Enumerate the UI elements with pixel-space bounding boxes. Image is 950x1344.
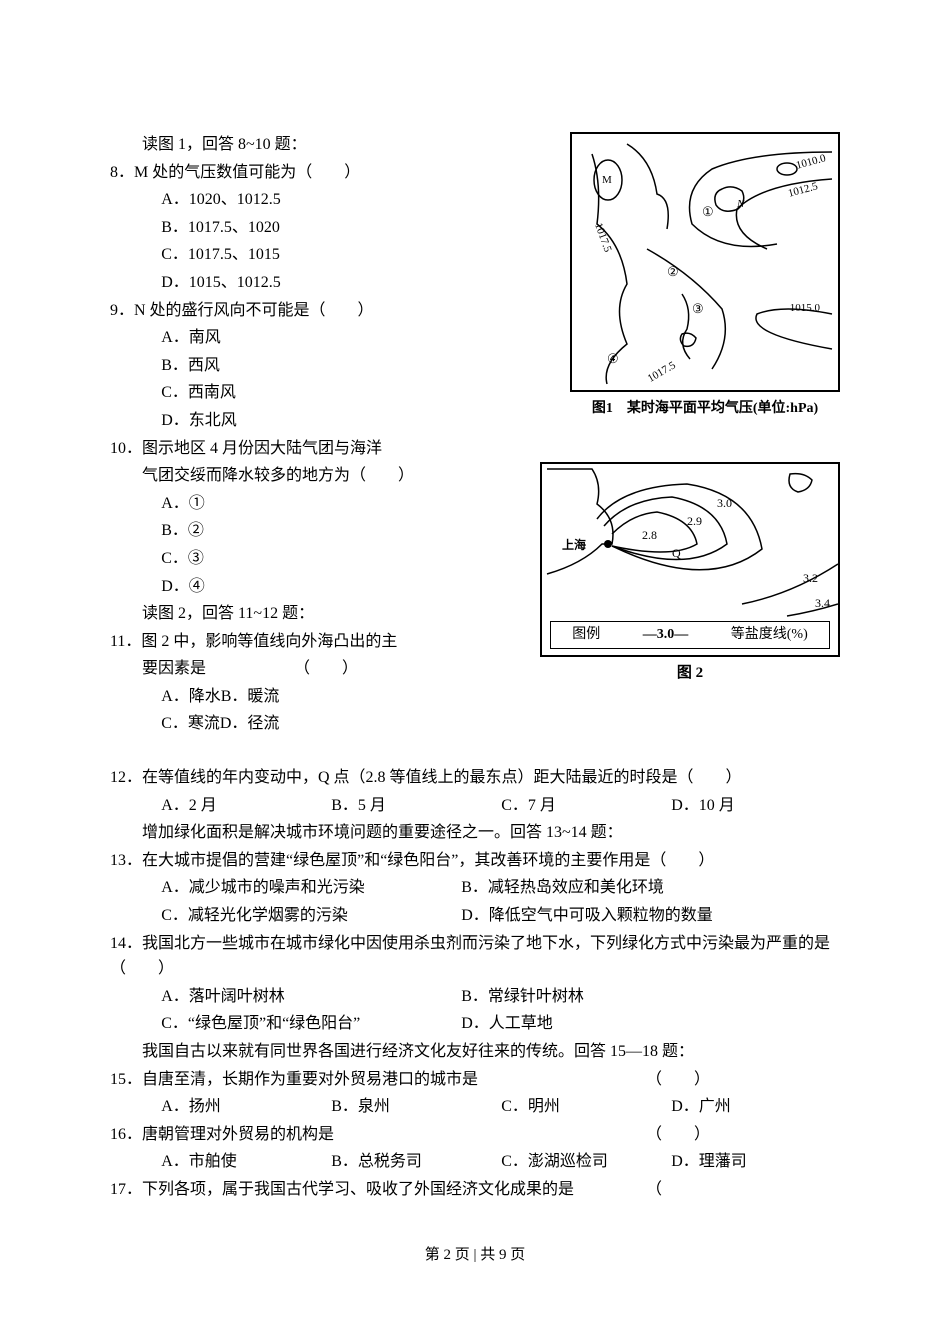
fig1-m-label: M: [602, 172, 612, 190]
q13-row1: A．减少城市的噪声和光污染B．减轻热岛效应和美化环境: [110, 875, 840, 901]
q16-stem: 16．唐朝管理对外贸易的机构是 （ ）: [110, 1122, 840, 1148]
intro-13-14: 增加绿化面积是解决城市环境问题的重要途径之一。回答 13~14 题：: [110, 820, 840, 846]
q16-opt-a: A．市舶使: [161, 1149, 331, 1175]
fig2-c32: 3.2: [803, 569, 818, 588]
fig2-q: Q: [672, 544, 681, 563]
q15-opts: A．扬州B．泉州C．明州D．广州: [110, 1094, 840, 1120]
q12-opt-d: D．10 月: [671, 797, 735, 814]
fig2-city: 上海: [562, 536, 586, 555]
q15-opt-d: D．广州: [671, 1098, 731, 1115]
page-content: M N 1010.0 1012.5 1017.5 1015.0 1017.5 ①…: [110, 132, 840, 1267]
q12-opt-c: C．7 月: [501, 793, 671, 819]
q13-opt-b: B．减轻热岛效应和美化环境: [461, 879, 664, 896]
fig2-c28: 2.8: [642, 526, 657, 545]
figure-1-caption: 图1 某时海平面平均气压(单位:hPa): [570, 398, 840, 420]
q14-row2: C．“绿色屋顶”和“绿色阳台”D．人工草地: [110, 1011, 840, 1037]
q13-stem: 13．在大城市提倡的营建“绿色屋顶”和“绿色阳台”，其改善环境的主要作用是（ ）: [110, 848, 840, 874]
figure-2-caption: 图 2: [540, 661, 840, 685]
page-footer: 第 2 页 | 共 9 页: [110, 1243, 840, 1267]
q15-opt-c: C．明州: [501, 1094, 671, 1120]
q11-row1: A．降水B．暖流: [110, 684, 840, 710]
figure-2-legend: 图例 —3.0— 等盐度线(%): [550, 621, 830, 649]
fig1-iso-1015: 1015.0: [790, 300, 820, 318]
q11-opt-a: A．降水: [161, 688, 221, 705]
q14-opt-b: B．常绿针叶树林: [461, 988, 584, 1005]
q11-opt-b: B．暖流: [221, 688, 280, 705]
fig1-mark-1: ①: [702, 202, 714, 223]
q16-opt-b: B．总税务司: [331, 1149, 501, 1175]
q13-opt-d: D．降低空气中可吸入颗粒物的数量: [461, 907, 713, 924]
q13-opt-a: A．减少城市的噪声和光污染: [161, 875, 461, 901]
q16-opts: A．市舶使B．总税务司C．澎湖巡检司D．理藩司: [110, 1149, 840, 1175]
q17-stem: 17．下列各项，属于我国古代学习、吸收了外国经济文化成果的是 （: [110, 1177, 840, 1203]
fig1-n-label: N: [737, 196, 744, 214]
q16-opt-c: C．澎湖巡检司: [501, 1149, 671, 1175]
q10-stem1: 10．图示地区 4 月份因大陆气团与海洋: [110, 436, 840, 462]
q16-opt-d: D．理藩司: [671, 1153, 747, 1170]
q15-opt-a: A．扬州: [161, 1094, 331, 1120]
figure-2: 上海 Q 2.8 2.9 3.0 3.2 3.4 图例 —3.0— 等盐度线(%…: [540, 462, 840, 657]
fig2-c29: 2.9: [687, 512, 702, 531]
q14-opt-d: D．人工草地: [461, 1015, 553, 1032]
fig2-legend-label: 图例: [572, 624, 600, 646]
q15-opt-b: B．泉州: [331, 1094, 501, 1120]
q14-stem: 14．我国北方一些城市在城市绿化中因使用杀虫剂而污染了地下水，下列绿化方式中污染…: [110, 931, 840, 982]
q14-row1: A．落叶阔叶树林B．常绿针叶树林: [110, 984, 840, 1010]
fig2-legend-line: —3.0—: [643, 624, 689, 646]
q14-opt-c: C．“绿色屋顶”和“绿色阳台”: [161, 1011, 461, 1037]
q12-opt-a: A．2 月: [161, 793, 331, 819]
intro-15-18: 我国自古以来就有同世界各国进行经济文化友好往来的传统。回答 15—18 题：: [110, 1039, 840, 1065]
q15-stem: 15．自唐至清，长期作为重要对外贸易港口的城市是 （ ）: [110, 1067, 840, 1093]
q11-opt-c: C．寒流: [161, 715, 220, 732]
fig1-mark-3: ③: [692, 299, 704, 320]
q12-stem: 12．在等值线的年内变动中，Q 点（2.8 等值线上的最东点）距大陆最近的时段是…: [110, 765, 840, 791]
fig2-c30: 3.0: [717, 494, 732, 513]
q12-opts: A．2 月B．5 月C．7 月D．10 月: [110, 793, 840, 819]
q13-row2: C．减轻光化学烟雾的污染D．降低空气中可吸入颗粒物的数量: [110, 903, 840, 929]
fig2-c34: 3.4: [815, 594, 830, 613]
fig2-legend-text: 等盐度线(%): [731, 624, 808, 646]
figure-1: M N 1010.0 1012.5 1017.5 1015.0 1017.5 ①…: [570, 132, 840, 392]
q11-row2: C．寒流D．径流: [110, 711, 840, 737]
fig1-mark-4: ④: [607, 349, 619, 370]
figure-2-svg: [542, 464, 838, 619]
q11-opt-d: D．径流: [220, 715, 280, 732]
q12-opt-b: B．5 月: [331, 793, 501, 819]
figure-2-wrap: 上海 Q 2.8 2.9 3.0 3.2 3.4 图例 —3.0— 等盐度线(%…: [540, 462, 840, 685]
q14-opt-a: A．落叶阔叶树林: [161, 984, 461, 1010]
fig1-mark-2: ②: [667, 262, 679, 283]
figure-1-wrap: M N 1010.0 1012.5 1017.5 1015.0 1017.5 ①…: [570, 132, 840, 420]
q13-opt-c: C．减轻光化学烟雾的污染: [161, 903, 461, 929]
